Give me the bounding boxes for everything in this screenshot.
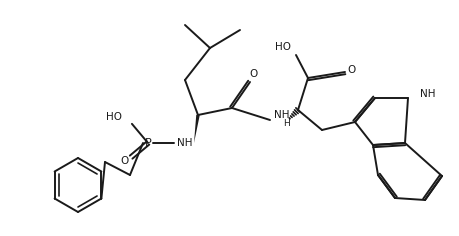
- Text: NH: NH: [274, 110, 290, 120]
- Text: HO: HO: [106, 112, 122, 122]
- Polygon shape: [194, 115, 200, 143]
- Text: NH: NH: [420, 89, 436, 99]
- Text: O: O: [250, 69, 258, 79]
- Text: O: O: [348, 65, 356, 75]
- Text: NH: NH: [177, 138, 193, 148]
- Text: O: O: [120, 156, 128, 166]
- Text: P: P: [145, 138, 151, 148]
- Text: HO: HO: [275, 42, 291, 52]
- Text: H: H: [283, 118, 290, 127]
